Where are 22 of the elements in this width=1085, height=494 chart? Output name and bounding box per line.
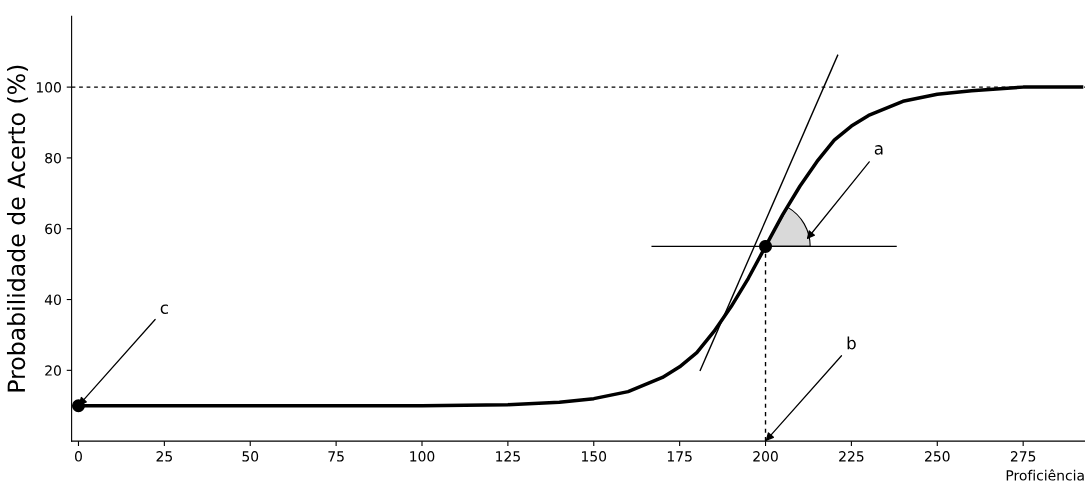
x-tick-label: 175 — [667, 451, 692, 462]
x-tick-label: 200 — [753, 451, 778, 462]
annotation: c — [160, 304, 168, 314]
x-tick-label: 150 — [582, 451, 607, 462]
x-tick-label: 275 — [1010, 451, 1036, 462]
x-axis-title: Proficiência — [1006, 469, 1084, 481]
y-tick-label: 60 — [45, 223, 61, 235]
x-tick-label: 100 — [410, 451, 435, 462]
y-axis-title: Probabilidade de Acerto (%) — [6, 65, 29, 392]
x-tick-label: 250 — [925, 451, 950, 462]
x-tick-label: 25 — [156, 451, 172, 462]
x-tick-label: 225 — [839, 451, 864, 462]
y-tick-label: 80 — [45, 152, 61, 164]
annotation: b — [847, 336, 856, 350]
x-tick-label: 0 — [74, 451, 82, 462]
x-tick-label: 50 — [242, 451, 259, 462]
y-tick-label: 40 — [44, 294, 61, 305]
x-tick-label: 125 — [496, 451, 520, 462]
y-tick-label: 20 — [45, 365, 61, 376]
annotation: a — [874, 145, 883, 155]
x-tick-label: 75 — [328, 451, 344, 462]
y-tick-label: 100 — [36, 82, 61, 93]
